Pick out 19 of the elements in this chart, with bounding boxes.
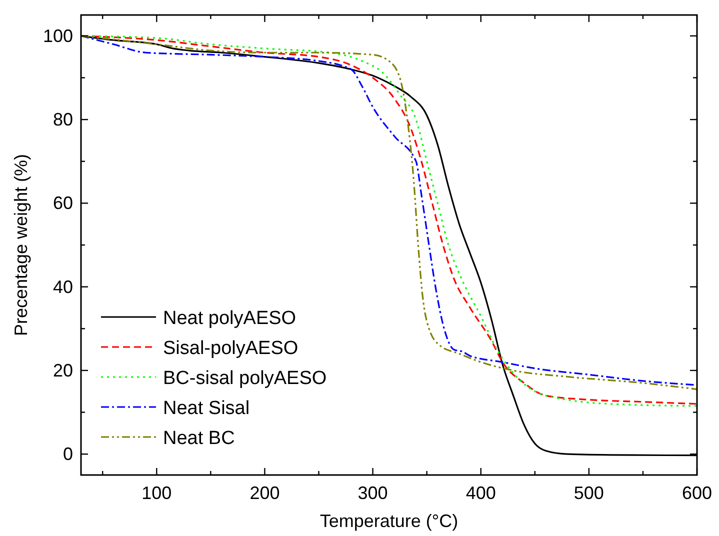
- y-tick-label: 100: [42, 26, 73, 46]
- x-tick-label: 200: [250, 483, 280, 503]
- x-tick-label: 500: [574, 483, 604, 503]
- y-tick-label: 60: [52, 193, 73, 214]
- y-axis-title: Precentage weight (%): [11, 154, 31, 336]
- y-tick-label: 40: [52, 276, 73, 297]
- x-tick-label: 300: [358, 483, 388, 503]
- legend-label: Neat BC: [163, 428, 235, 449]
- y-tick-label: 80: [52, 110, 73, 130]
- x-tick-label: 100: [142, 483, 172, 503]
- legend-label: BC-sisal polyAESO: [163, 368, 327, 389]
- legend-label: Neat Sisal: [163, 398, 250, 419]
- y-tick-label: 20: [52, 360, 73, 380]
- y-tick-label: 0: [62, 444, 73, 464]
- x-tick-label: 400: [466, 483, 496, 503]
- legend-label: Neat polyAESO: [163, 308, 296, 329]
- x-tick-label: 600: [682, 483, 712, 503]
- legend-label: Sisal-polyAESO: [163, 338, 298, 359]
- x-axis-title: Temperature (°C): [320, 511, 458, 531]
